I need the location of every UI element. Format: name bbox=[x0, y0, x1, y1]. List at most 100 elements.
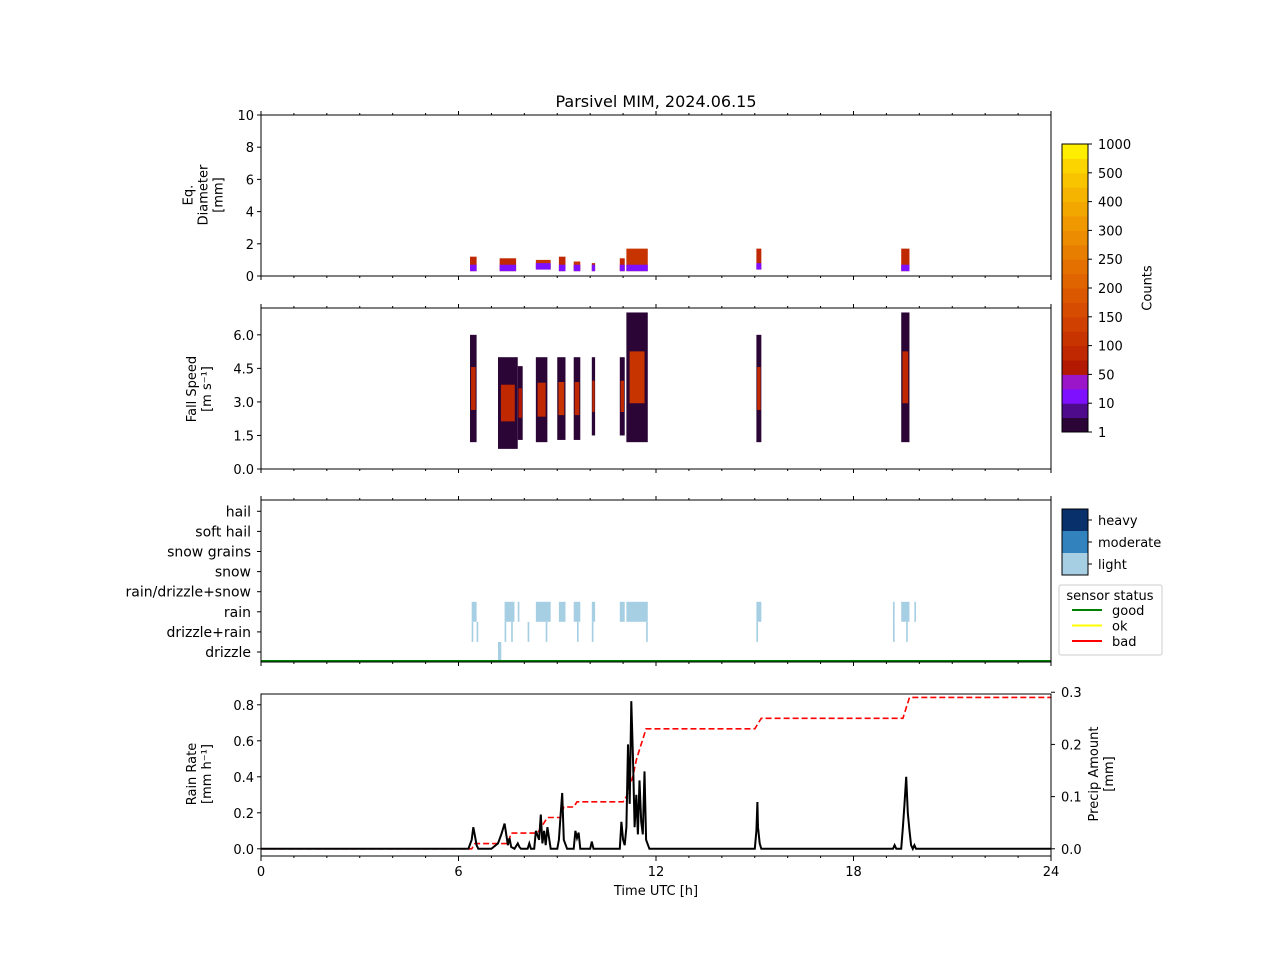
weather-cell bbox=[517, 601, 520, 622]
rain-rate-frame bbox=[260, 693, 1052, 857]
precip-y-label: Precip Amount bbox=[1087, 727, 1102, 822]
weather-category-label: rain/drizzle+snow bbox=[126, 585, 251, 601]
weather-category-label: drizzle+rain bbox=[166, 625, 251, 641]
diameter-y-label: [mm] bbox=[212, 177, 227, 212]
colorbar-segment bbox=[1062, 388, 1088, 404]
diameter-panel: 0 2 4 6 8 10 Eq. Diameter [mm] bbox=[182, 109, 1052, 285]
diameter-y-tick-label: 6 bbox=[246, 173, 254, 188]
weather-cell bbox=[476, 621, 479, 642]
colorbar-segment bbox=[1062, 172, 1088, 188]
diameter-y-tick-label: 10 bbox=[237, 109, 254, 124]
colorbar-tick-label: 300 bbox=[1098, 224, 1123, 239]
colorbar-segment bbox=[1062, 273, 1088, 289]
precip-y-tick-label: 0.0 bbox=[1061, 843, 1082, 858]
weather-cell bbox=[498, 642, 502, 662]
rain-rate-line bbox=[261, 701, 1051, 852]
weather-frame bbox=[260, 499, 1052, 663]
colorbar-tick-label: 250 bbox=[1098, 253, 1123, 268]
colorbar-segment bbox=[1062, 187, 1088, 203]
weather-cell bbox=[591, 601, 596, 622]
fall-speed-cell-core bbox=[471, 367, 476, 410]
intensity-swatch bbox=[1062, 531, 1088, 553]
weather-cell bbox=[893, 601, 895, 622]
colorbar-segment bbox=[1062, 374, 1088, 390]
counts-colorbar: 1 10 50 100 150 200 250 300 400 500 1000 Counts bbox=[1061, 138, 1156, 441]
weather-cell bbox=[511, 621, 513, 642]
rain-rate-y-label: [mm h⁻¹] bbox=[200, 744, 215, 804]
intensity-label: heavy bbox=[1098, 514, 1138, 529]
fall-speed-y-tick-label: 6.0 bbox=[233, 329, 254, 344]
colorbar-tick-label: 200 bbox=[1098, 282, 1123, 297]
fall-speed-y-tick-label: 3.0 bbox=[233, 396, 254, 411]
x-tick-label: 6 bbox=[454, 865, 462, 880]
precip-y-tick-label: 0.3 bbox=[1061, 686, 1082, 701]
fall-speed-y-label: Fall Speed bbox=[185, 356, 200, 422]
diameter-cell-core bbox=[756, 263, 762, 270]
fall-speed-cell-core bbox=[757, 367, 761, 410]
colorbar-segment bbox=[1062, 417, 1088, 433]
colorbar-segment bbox=[1062, 144, 1088, 159]
weather-cell bbox=[901, 601, 910, 622]
figure-title: Parsivel MIM, 2024.06.15 bbox=[555, 92, 756, 111]
weather-cell bbox=[471, 601, 477, 622]
weather-code-panel: drizzle drizzle+rain rain rain/drizzle+snow… bbox=[126, 496, 1052, 666]
colorbar-tick-label: 1000 bbox=[1098, 138, 1131, 153]
colorbar-segment bbox=[1062, 216, 1088, 231]
weather-cell bbox=[545, 621, 548, 642]
intensity-colorbar: heavy moderate light bbox=[1061, 508, 1161, 576]
precip-y-label: [mm] bbox=[1102, 756, 1117, 791]
colorbar-tick-label: 50 bbox=[1098, 368, 1115, 383]
weather-cell bbox=[893, 621, 895, 642]
diameter-cell-core bbox=[499, 264, 517, 272]
diameter-y-tick-label: 8 bbox=[246, 141, 254, 156]
weather-cell bbox=[619, 601, 625, 622]
weather-cell bbox=[573, 601, 581, 622]
weather-cell bbox=[527, 621, 530, 642]
fall-speed-cell-core bbox=[500, 384, 515, 422]
weather-category-label: snow bbox=[215, 565, 251, 581]
sensor-status-label: bad bbox=[1112, 635, 1136, 650]
diameter-cell bbox=[558, 256, 566, 272]
diameter-cell-core bbox=[535, 263, 551, 270]
fall-speed-y-tick-label: 1.5 bbox=[233, 429, 254, 444]
colorbar-tick-label: 1 bbox=[1098, 426, 1106, 441]
colorbar-segment bbox=[1062, 331, 1088, 347]
fall-speed-cell-core bbox=[592, 380, 595, 412]
diameter-cell-core bbox=[619, 264, 625, 272]
colorbar-segment bbox=[1062, 201, 1088, 217]
colorbar-tick-label: 100 bbox=[1098, 340, 1123, 355]
fall-speed-cell-core bbox=[558, 382, 565, 416]
colorbar-tick-label: 400 bbox=[1098, 196, 1123, 211]
diameter-y-tick-label: 0 bbox=[246, 270, 254, 285]
intensity-label: light bbox=[1098, 558, 1127, 573]
diameter-y-tick-label: 4 bbox=[246, 206, 254, 221]
diameter-cell bbox=[901, 248, 910, 272]
x-tick-label: 0 bbox=[257, 865, 265, 880]
colorbar-segment bbox=[1062, 403, 1088, 419]
diameter-cell-core bbox=[626, 264, 648, 272]
fall-speed-cell-core bbox=[537, 382, 546, 417]
fall-speed-cell-core bbox=[620, 380, 624, 412]
fall-speed-cell-core bbox=[518, 388, 522, 418]
diameter-y-tick-label: 2 bbox=[246, 238, 254, 253]
diameter-cell-core bbox=[901, 264, 910, 272]
diameter-cell-core bbox=[558, 264, 566, 272]
weather-category-label: rain bbox=[224, 605, 251, 621]
colorbar-segment bbox=[1062, 244, 1088, 260]
weather-cell bbox=[914, 601, 917, 622]
colorbar-tick-label: 150 bbox=[1098, 311, 1123, 326]
colorbar-segment bbox=[1062, 158, 1088, 174]
colorbar-segment bbox=[1062, 360, 1088, 375]
colorbar-tick-label: 10 bbox=[1098, 397, 1115, 412]
weather-cell bbox=[504, 621, 507, 642]
intensity-frame bbox=[1061, 508, 1089, 576]
intensity-swatch bbox=[1062, 509, 1088, 531]
rain-rate-y-tick-label: 0.0 bbox=[233, 843, 254, 858]
fall-speed-panel: 0.0 1.5 3.0 4.5 6.0 Fall Speed [m s⁻¹] bbox=[185, 304, 1052, 478]
intensity-label: moderate bbox=[1098, 536, 1161, 551]
fall-speed-y-tick-label: 4.5 bbox=[233, 362, 254, 377]
weather-category-label: drizzle bbox=[205, 645, 251, 661]
precip-amount-line bbox=[261, 696, 1051, 850]
